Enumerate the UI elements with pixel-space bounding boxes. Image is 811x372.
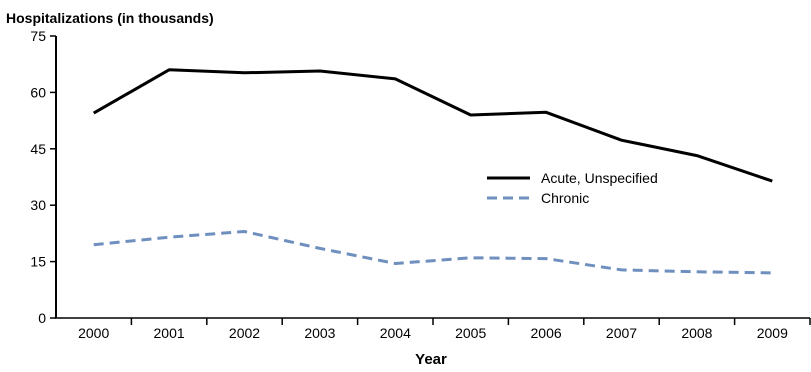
y-tick-label: 0 — [38, 310, 46, 326]
y-axis-label: Hospitalizations (in thousands) — [6, 10, 214, 26]
series-line-acute-unspecified — [92, 68, 773, 183]
y-tick-label: 45 — [30, 141, 46, 157]
legend: Acute, Unspecified Chronic — [487, 170, 658, 206]
x-axis-label: Year — [415, 351, 447, 368]
y-tick-label: 60 — [30, 84, 46, 100]
series-layer — [92, 68, 773, 275]
y-tick-label: 30 — [30, 197, 46, 213]
x-tick-label: 2002 — [229, 325, 260, 341]
legend-label-acute: Acute, Unspecified — [541, 170, 658, 186]
x-tick-label: 2009 — [757, 325, 788, 341]
x-ticks: 2000 2001 2002 2003 2004 2005 2006 2007 2008 2009 — [78, 318, 811, 341]
x-tick-label: 2008 — [681, 325, 712, 341]
x-tick-label: 2007 — [606, 325, 637, 341]
x-tick-label: 2006 — [531, 325, 562, 341]
y-ticks: 0 15 30 45 60 75 — [30, 28, 56, 326]
x-tick-label: 2004 — [380, 325, 411, 341]
x-tick-label: 2003 — [304, 325, 335, 341]
x-tick-label: 2000 — [78, 325, 109, 341]
legend-label-chronic: Chronic — [541, 190, 589, 206]
x-tick-label: 2005 — [455, 325, 486, 341]
series-line-chronic — [93, 230, 773, 275]
y-tick-label: 75 — [30, 28, 46, 44]
x-tick-label: 2001 — [154, 325, 185, 341]
y-tick-label: 15 — [30, 254, 46, 270]
